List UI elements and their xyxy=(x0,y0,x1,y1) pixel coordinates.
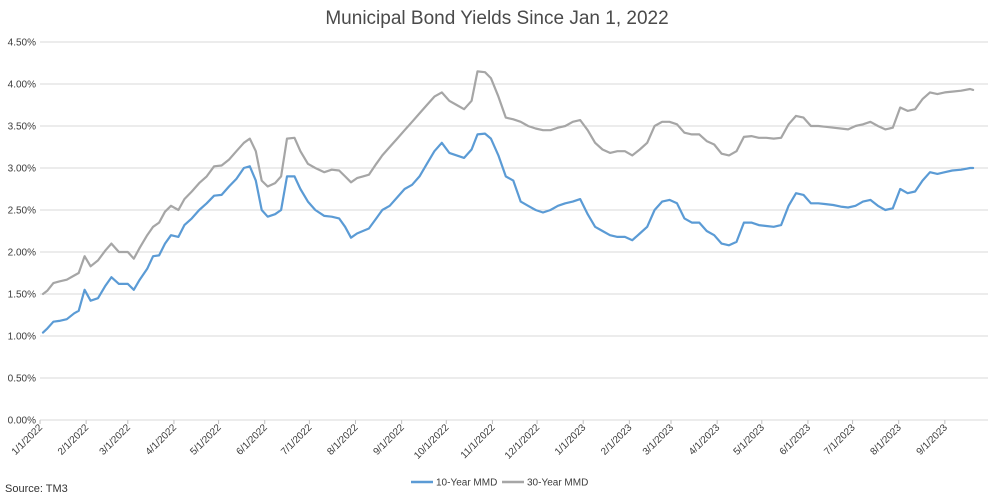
x-tick-label: 3/1/2023 xyxy=(641,422,677,458)
chart-title: Municipal Bond Yields Since Jan 1, 2022 xyxy=(325,8,668,29)
x-tick-label: 11/1/2022 xyxy=(459,422,498,461)
x-tick-label: 2/1/2023 xyxy=(599,422,635,458)
x-tick-label: 6/1/2023 xyxy=(778,422,814,458)
series-line-10-year-mmd xyxy=(41,132,975,334)
x-tick-label: 1/1/2023 xyxy=(553,422,589,458)
x-tick-label: 10/1/2022 xyxy=(412,422,452,462)
y-tick-label: 2.50% xyxy=(8,206,36,217)
x-tick-label: 12/1/2022 xyxy=(503,422,543,462)
x-tick-label: 1/1/2022 xyxy=(10,422,46,458)
legend-label: 30-Year MMD xyxy=(527,478,588,489)
plot-area xyxy=(41,70,975,334)
legend: 10-Year MMD 30-Year MMD xyxy=(411,478,588,489)
x-tick-label: 9/1/2023 xyxy=(915,422,951,458)
y-tick-label: 0.50% xyxy=(8,374,36,385)
x-tick-label: 2/1/2022 xyxy=(56,422,92,458)
x-tick-label: 8/1/2022 xyxy=(325,422,361,458)
y-tick-label: 0.00% xyxy=(8,416,36,427)
x-tick-label: 5/1/2023 xyxy=(732,422,768,458)
x-axis: 1/1/2022 2/1/2022 3/1/2022 4/1/2022 5/1/2022… xyxy=(10,420,950,462)
series-line-30-year-mmd xyxy=(41,70,975,296)
x-tick-label: 9/1/2022 xyxy=(371,422,407,458)
x-tick-label: 6/1/2022 xyxy=(235,422,271,458)
x-tick-label: 4/1/2023 xyxy=(687,422,723,458)
source-note: Source: TM3 xyxy=(5,483,68,495)
x-tick-label: 5/1/2022 xyxy=(188,422,224,458)
x-tick-label: 4/1/2022 xyxy=(144,422,180,458)
y-tick-label: 3.00% xyxy=(8,164,36,175)
x-tick-label: 7/1/2022 xyxy=(279,422,315,458)
y-tick-label: 4.50% xyxy=(8,38,36,49)
y-tick-label: 3.50% xyxy=(8,122,36,133)
y-tick-label: 4.00% xyxy=(8,80,36,91)
y-tick-label: 1.00% xyxy=(8,332,36,343)
x-tick-label: 8/1/2023 xyxy=(869,422,905,458)
legend-label: 10-Year MMD xyxy=(436,478,497,489)
x-tick-label: 3/1/2022 xyxy=(98,422,134,458)
y-tick-label: 2.00% xyxy=(8,248,36,259)
x-tick-label: 7/1/2023 xyxy=(822,422,858,458)
y-axis: 0.00% 0.50% 1.00% 1.50% 2.00% 2.50% 3.00% 3.50%… xyxy=(8,38,36,427)
y-tick-label: 1.50% xyxy=(8,290,36,301)
